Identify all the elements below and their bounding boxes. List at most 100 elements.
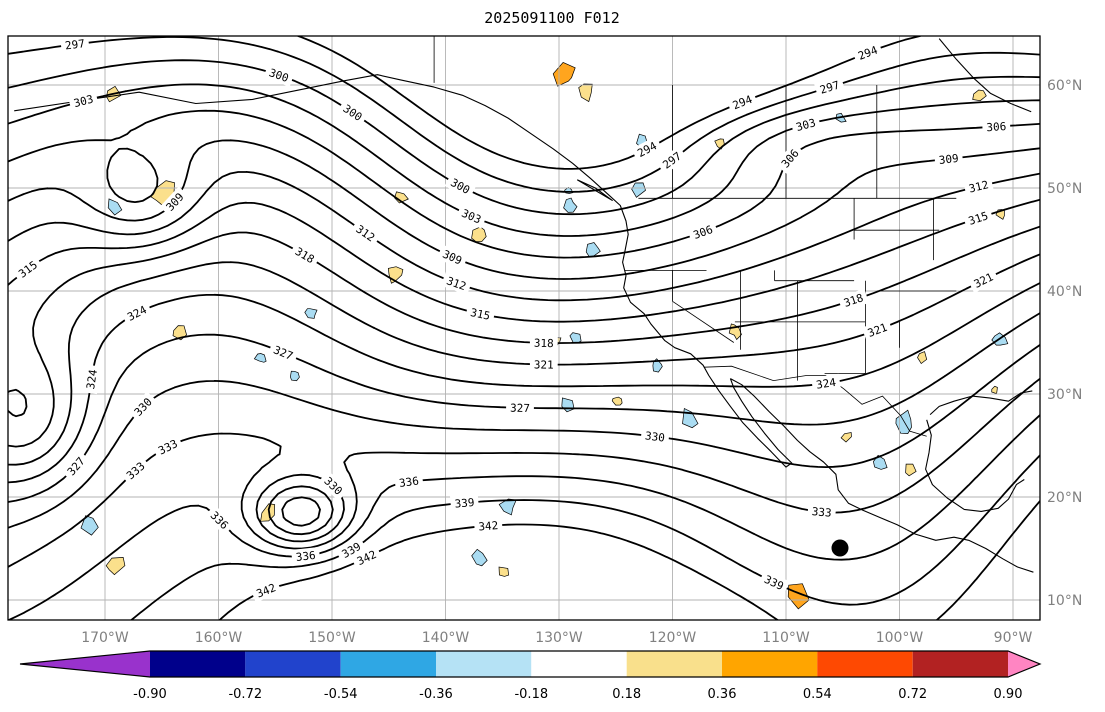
anomaly-patch-r9 [304,308,318,319]
contour-label-342: 342 [250,578,282,603]
contour-label-333: 333 [152,434,184,460]
colorbar-tick-label: 0.18 [612,687,641,702]
contour-line-303 [8,83,1040,237]
contour-label-300: 300 [444,172,477,200]
anomaly-patch-r6 [972,89,987,102]
map-frame [7,35,1041,621]
contour-label-text: 297 [64,37,85,52]
colorbar-over-arrow [1008,651,1040,677]
coastline-layer [14,36,1034,573]
contour-label-text: 342 [478,519,499,533]
anomaly-patch-r10 [682,407,699,429]
anomaly-patch-r20 [253,353,267,363]
contour-label-text: 318 [534,337,554,350]
anomaly-patch-h1 [552,61,576,87]
contour-label-324: 324 [82,364,101,395]
colorbar-under-arrow [20,651,150,677]
colorbar-segment-5 [626,651,723,677]
contour-label-339: 339 [758,569,790,596]
colorbar-outline [19,650,1042,678]
anomaly-patch-r27 [498,566,510,577]
contour-label-303: 303 [68,90,99,112]
y-tick-label: 60°N [1047,78,1082,94]
contour-label-text: 306 [692,223,715,242]
contour-line-306 [8,109,1040,259]
contour-label-text: 315 [469,306,491,323]
coastline-path-5 [576,179,613,201]
anomaly-patch-r8 [905,463,917,477]
x-tick-label: 100°W [876,630,924,646]
colorbar-tick-label: -0.72 [228,687,262,702]
contour-label-318: 318 [289,241,321,269]
point-marker [831,539,849,557]
y-tick-label: 10°N [1047,593,1082,609]
contour-label-text: 339 [454,496,475,511]
anomaly-patch-r4 [714,138,725,150]
anomaly-patch-r25 [569,332,582,344]
contour-label-294: 294 [852,40,884,65]
contour-label-text: 327 [510,402,530,415]
anomaly-patch-h4 [787,583,810,610]
x-tick-label: 130°W [535,630,583,646]
contour-label-text: 300 [267,66,290,85]
contour-label-297: 297 [60,36,90,54]
colorbar-tick-label: 0.72 [898,687,927,702]
contour-label-315: 315 [12,254,44,284]
colorbar-tick-label: -0.36 [419,687,453,702]
contour-label-324: 324 [121,300,153,327]
colorbar-segment-7 [817,651,913,677]
contour-label-300: 300 [337,98,369,127]
contour-label-300: 300 [263,63,295,87]
contour-label-339: 339 [450,494,479,512]
coastline-path-3 [929,390,1033,416]
x-tick-label: 140°W [422,630,470,646]
contour-label-321: 321 [861,318,893,342]
anomaly-patch-r7 [105,557,126,576]
contour-line-321 [8,253,1040,466]
anomaly-patch-r0 [873,454,888,470]
contour-label-324: 324 [811,373,841,393]
contour-label-text: 336 [398,474,420,490]
x-tick-label: 170°W [81,630,129,646]
anomaly-patch-r17 [611,396,623,406]
contour-line-327 [8,312,1040,536]
contour-label-text: 321 [866,321,889,340]
contour-label-336: 336 [394,472,424,492]
contour-label-text: 315 [967,209,990,228]
anomaly-patch-r22 [991,385,998,395]
colorbar-segment-1 [245,651,341,677]
contour-label-text: 333 [811,505,832,520]
colorbar-tick-label: -0.54 [324,687,358,702]
contour-label-297: 297 [814,75,846,99]
annotation-layer [7,35,1041,621]
contour-label-text: 306 [986,120,1007,134]
contour-line-324 [8,282,1040,527]
anomaly-patch-r14 [498,498,517,516]
x-tick-label: 120°W [649,630,697,646]
x-tick-label: 160°W [195,630,243,646]
anomaly-patch-r5 [260,503,276,522]
contour-line-312 [8,171,1040,302]
contour-label-318: 318 [837,288,869,312]
anomaly-patch-r26 [290,370,300,382]
anomaly-patch-r28 [172,325,187,341]
contour-label-294: 294 [631,136,663,163]
contour-label-303: 303 [790,113,822,136]
border-path-7 [672,300,735,343]
contour-label-text: 312 [968,178,990,195]
contour-label-text: 303 [795,116,818,134]
anomaly-patch-r3 [471,226,487,243]
contour-label-327: 327 [505,400,535,416]
y-tick-label: 30°N [1047,387,1082,403]
contour-label-306: 306 [775,142,805,174]
coastline-path-0 [14,74,793,468]
contour-line-309 [8,139,1040,280]
contour-label-321: 321 [529,356,558,373]
colorbar-tick-label: -0.90 [133,687,167,702]
contour-label-text: 324 [84,368,100,390]
colorbar-tick-label: -0.18 [514,687,548,702]
colorbar-segment-8 [912,651,1009,677]
contour-label-318: 318 [529,335,558,351]
contour-label-text: 303 [72,93,95,111]
